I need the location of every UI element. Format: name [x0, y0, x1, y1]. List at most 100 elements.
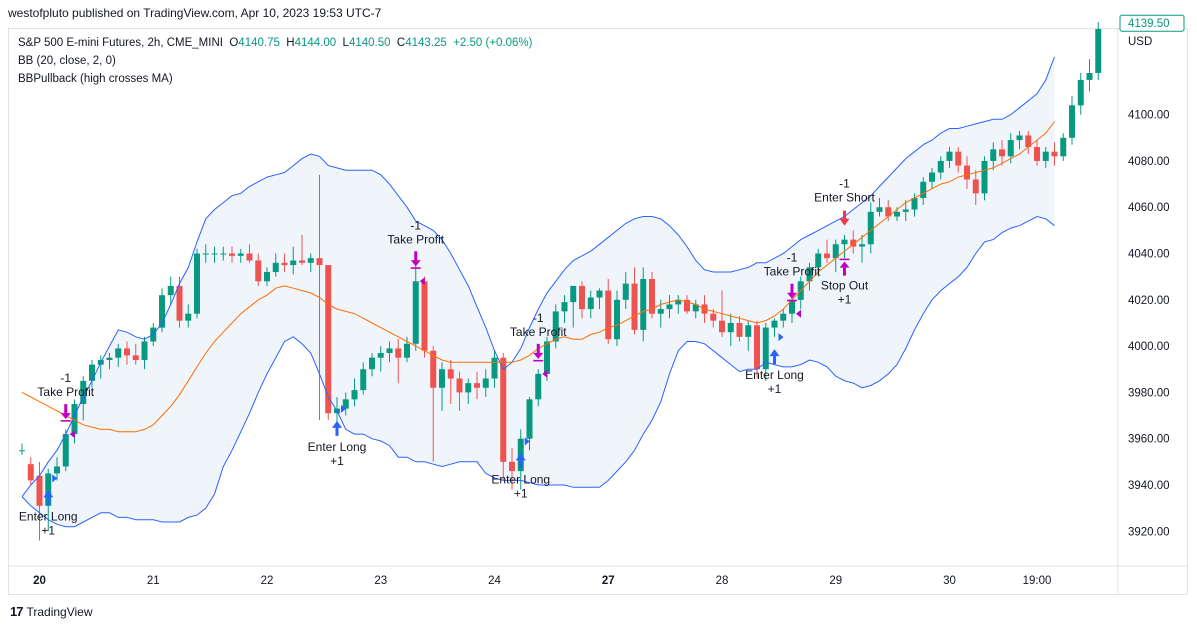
- footer-brand[interactable]: 17 TradingView: [10, 604, 93, 619]
- candle-body[interactable]: [999, 149, 1005, 157]
- candle-body[interactable]: [535, 373, 542, 400]
- candle-body[interactable]: [815, 253, 822, 268]
- candle-body[interactable]: [456, 378, 463, 393]
- candle-body[interactable]: [649, 278, 655, 314]
- candle-body[interactable]: [596, 290, 603, 298]
- candle-body[interactable]: [316, 258, 323, 266]
- candle-body[interactable]: [1007, 140, 1014, 157]
- candle-body[interactable]: [439, 369, 445, 388]
- candle-body[interactable]: [447, 369, 454, 379]
- candle-body[interactable]: [491, 357, 498, 379]
- candle-body[interactable]: [710, 313, 717, 321]
- candle-body[interactable]: [465, 383, 472, 393]
- candle-body[interactable]: [54, 466, 60, 474]
- candle-body[interactable]: [474, 383, 480, 388]
- candle-body[interactable]: [1095, 29, 1102, 73]
- candle-body[interactable]: [1086, 72, 1093, 80]
- candle-body[interactable]: [990, 149, 997, 161]
- candle-body[interactable]: [885, 207, 892, 217]
- candle-body[interactable]: [666, 304, 673, 310]
- candle-body[interactable]: [579, 285, 585, 310]
- candle-body[interactable]: [500, 357, 507, 462]
- candle-body[interactable]: [421, 281, 428, 351]
- candle-body[interactable]: [920, 181, 927, 198]
- candle-body[interactable]: [124, 348, 130, 356]
- candle-body[interactable]: [281, 262, 288, 266]
- candle-body[interactable]: [640, 278, 647, 330]
- candle-body[interactable]: [806, 267, 813, 282]
- candle-body[interactable]: [404, 343, 410, 358]
- candle-body[interactable]: [351, 390, 358, 400]
- candle-body[interactable]: [62, 434, 69, 467]
- candle-body[interactable]: [570, 285, 577, 303]
- candle-body[interactable]: [1042, 151, 1049, 161]
- candle-body[interactable]: [19, 450, 25, 452]
- candle-body[interactable]: [771, 320, 778, 328]
- candle-body[interactable]: [614, 299, 620, 340]
- legend-symbol[interactable]: S&P 500 E-mini Futures, 2h, CME_MINI: [18, 37, 223, 49]
- candle-body[interactable]: [45, 473, 52, 506]
- candle-body[interactable]: [167, 285, 174, 296]
- candle-body[interactable]: [106, 357, 113, 360]
- candle-body[interactable]: [981, 160, 988, 194]
- candle-body[interactable]: [929, 172, 935, 182]
- candle-body[interactable]: [27, 464, 34, 481]
- candle-body[interactable]: [211, 253, 218, 255]
- candle-body[interactable]: [482, 378, 489, 388]
- candle-body[interactable]: [159, 295, 165, 328]
- bb-lower-line[interactable]: [21, 215, 1055, 528]
- candle-body[interactable]: [412, 281, 419, 344]
- candle-body[interactable]: [780, 313, 787, 321]
- last-price-tag[interactable]: [1119, 14, 1185, 32]
- candle-body[interactable]: [972, 179, 979, 194]
- candle-body[interactable]: [964, 165, 970, 180]
- candle-body[interactable]: [290, 260, 297, 266]
- candle-body[interactable]: [229, 253, 235, 256]
- legend-strategy[interactable]: BBPullback (high crosses MA): [18, 73, 173, 85]
- candle-body[interactable]: [552, 311, 559, 342]
- candle-body[interactable]: [561, 302, 568, 312]
- candle-body[interactable]: [220, 253, 227, 255]
- candle-body[interactable]: [946, 151, 953, 161]
- candle-body[interactable]: [727, 322, 734, 333]
- candle-body[interactable]: [657, 309, 664, 314]
- candle-body[interactable]: [255, 260, 262, 282]
- legend-bb[interactable]: BB (20, close, 2, 0): [18, 55, 116, 67]
- candle-body[interactable]: [719, 320, 725, 333]
- candle-body[interactable]: [876, 207, 883, 212]
- candle-body[interactable]: [684, 299, 690, 312]
- candle-body[interactable]: [631, 283, 638, 330]
- candle-body[interactable]: [587, 297, 594, 310]
- candle-body[interactable]: [762, 327, 769, 370]
- candle-body[interactable]: [360, 369, 367, 391]
- candle-body[interactable]: [80, 380, 87, 404]
- candle-body[interactable]: [430, 350, 437, 388]
- candle-body[interactable]: [754, 325, 760, 370]
- candle-body[interactable]: [264, 272, 270, 282]
- candle-body[interactable]: [911, 197, 918, 210]
- candle-body[interactable]: [894, 211, 900, 217]
- candle-body[interactable]: [605, 290, 612, 340]
- candle-body[interactable]: [194, 253, 200, 314]
- candle-body[interactable]: [859, 244, 865, 247]
- candle-body[interactable]: [955, 151, 962, 166]
- candle-body[interactable]: [185, 313, 192, 321]
- candle-body[interactable]: [841, 239, 848, 245]
- candle-body[interactable]: [307, 258, 314, 263]
- candle-body[interactable]: [342, 399, 349, 409]
- candle-body[interactable]: [1077, 79, 1084, 106]
- candle-body[interactable]: [1034, 147, 1040, 161]
- candle-body[interactable]: [132, 355, 139, 360]
- candle-body[interactable]: [526, 399, 533, 439]
- candle-body[interactable]: [89, 364, 95, 381]
- candle-body[interactable]: [115, 348, 122, 358]
- candle-body[interactable]: [745, 325, 752, 337]
- candle-body[interactable]: [237, 253, 244, 256]
- candle-body[interactable]: [141, 341, 148, 360]
- candle-body[interactable]: [176, 285, 183, 321]
- candle-body[interactable]: [1025, 135, 1032, 148]
- candle-body[interactable]: [675, 299, 682, 305]
- candle-body[interactable]: [789, 299, 795, 314]
- candle-body[interactable]: [692, 304, 699, 312]
- candle-body[interactable]: [544, 341, 550, 374]
